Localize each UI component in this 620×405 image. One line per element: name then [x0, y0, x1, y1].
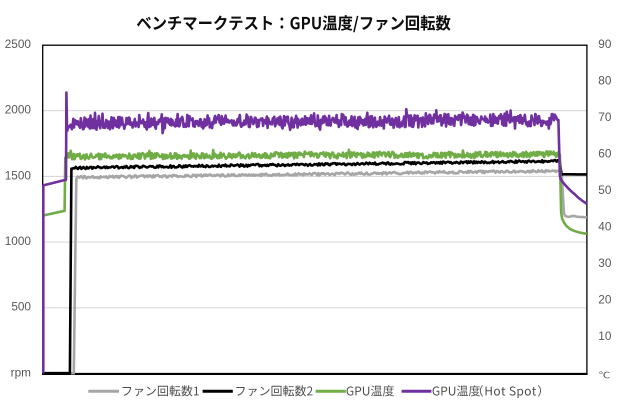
svg-text:40: 40	[598, 219, 612, 233]
svg-text:80: 80	[598, 73, 612, 87]
svg-text:50: 50	[598, 183, 612, 197]
svg-text:500: 500	[11, 300, 31, 314]
svg-text:20: 20	[598, 292, 612, 306]
svg-text:70: 70	[598, 110, 612, 124]
svg-text:60: 60	[598, 146, 612, 160]
svg-text:1500: 1500	[5, 168, 32, 182]
svg-text:90: 90	[598, 37, 612, 51]
svg-text:rpm: rpm	[11, 365, 31, 379]
svg-text:30: 30	[598, 256, 612, 270]
svg-text:1000: 1000	[5, 234, 32, 248]
svg-text:10: 10	[598, 329, 612, 343]
svg-text:2000: 2000	[5, 103, 32, 117]
svg-text:2500: 2500	[5, 37, 32, 51]
